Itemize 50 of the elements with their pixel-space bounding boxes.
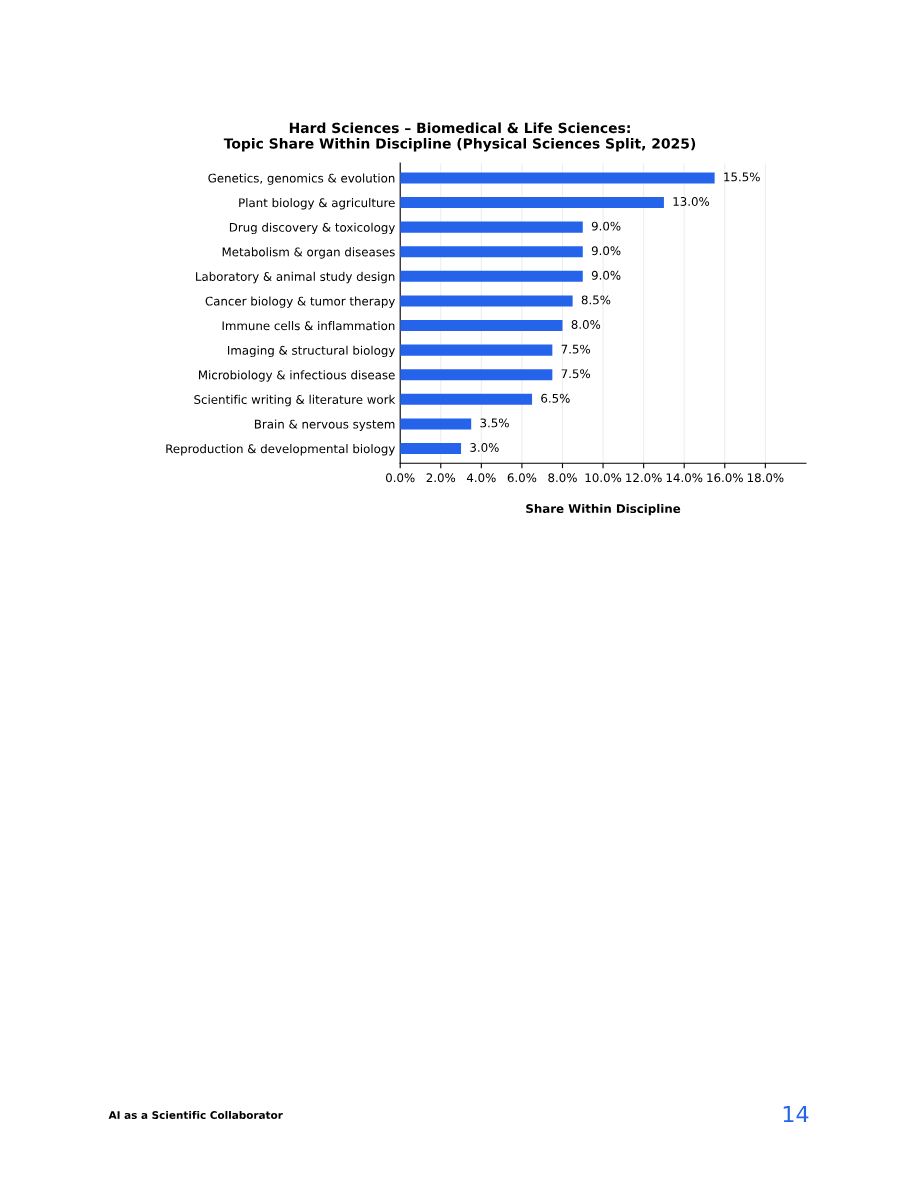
data-label: 13.0%: [673, 197, 710, 206]
text: 14: [783, 1105, 809, 1123]
chart-title: Hard Sciences – Biomedical & Life Sciences: Topic Share Within Discipline (Physical Sciences Split, 2025): [223, 122, 696, 152]
bar: [400, 221, 583, 233]
bar: [400, 418, 472, 430]
y-tick-label: Drug discovery & toxicology: [229, 222, 395, 235]
bar: [400, 270, 583, 282]
data-label: 7.5%: [561, 344, 591, 354]
y-tick-label: Imaging & structural biology: [228, 345, 395, 358]
data-label: 9.0%: [591, 221, 621, 231]
bar: [400, 320, 563, 332]
x-tick-label: 6.0%: [507, 473, 537, 483]
x-tick-label: 4.0%: [466, 473, 496, 483]
bar: [400, 295, 573, 307]
bar: [400, 172, 715, 184]
bar: [400, 369, 553, 381]
data-label: 9.0%: [591, 270, 621, 280]
y-tick-label: Brain & nervous system: [254, 419, 395, 431]
y-tick-label: Metabolism & organ diseases: [222, 247, 395, 259]
x-tick-label: 2.0%: [426, 473, 456, 483]
bar: [400, 443, 462, 455]
y-tick-label: Microbiology & infectious disease: [199, 370, 395, 382]
text: AI as a Scientific Collaborator: [108, 1110, 283, 1119]
bar: [400, 344, 553, 356]
bar: [400, 196, 664, 209]
x-tick-label: 14.0%: [666, 473, 703, 483]
data-label: 15.5%: [724, 172, 760, 182]
bar: [400, 246, 583, 258]
data-label: 8.5%: [581, 295, 611, 305]
data-label: 9.0%: [591, 246, 621, 256]
x-tick-label: 10.0%: [585, 473, 622, 483]
data-label: 3.0%: [470, 443, 499, 452]
x-tick-label: 12.0%: [626, 473, 662, 483]
y-tick-label: Plant biology & agriculture: [239, 198, 395, 210]
y-tick-label: Immune cells & inflammation: [222, 321, 395, 331]
x-tick-label: 0.0%: [385, 473, 415, 483]
data-label: 7.5%: [561, 369, 591, 379]
y-tick-label: Genetics, genomics & evolution: [208, 173, 395, 185]
bar: [400, 393, 533, 405]
x-tick-label: 16.0%: [707, 473, 743, 483]
data-label: 3.5%: [480, 418, 509, 428]
x-tick-label: 8.0%: [548, 473, 577, 483]
x-axis-title: Share Within Discipline: [526, 503, 681, 516]
data-label: 6.5%: [541, 393, 570, 403]
x-tick-label: 18.0%: [747, 473, 784, 483]
y-tick-label: Scientific writing & literature work: [194, 394, 396, 407]
y-tick-label: Laboratory & animal study design: [196, 271, 395, 284]
y-tick-label: Cancer biology & tumor therapy: [205, 296, 395, 308]
data-label: 8.0%: [571, 320, 601, 329]
y-tick-label: Reproduction & developmental biology: [166, 444, 395, 456]
